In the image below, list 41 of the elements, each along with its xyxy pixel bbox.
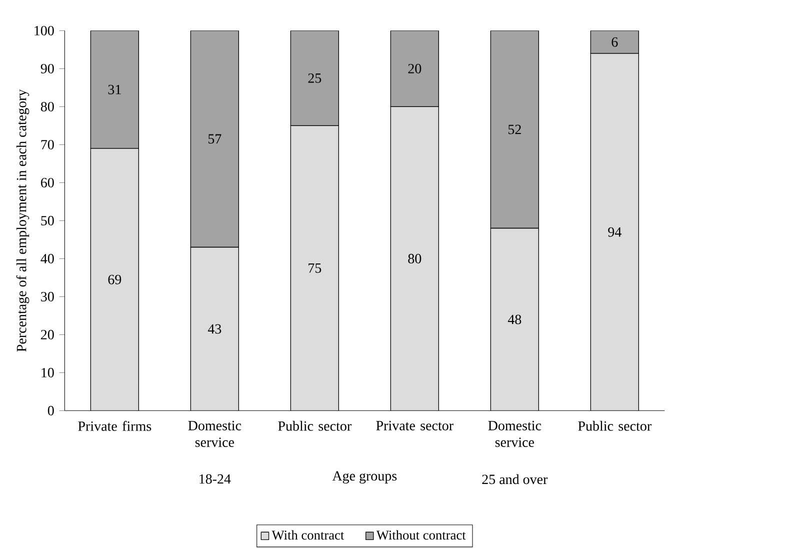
data-label: 25 (308, 73, 322, 83)
bar (590, 30, 640, 54)
text: 25 and over (482, 474, 548, 484)
bar (190, 30, 240, 248)
bar (90, 30, 140, 149)
bar (390, 30, 440, 107)
x-tick-label: Domestic service (488, 420, 542, 448)
y-tick-label: 60 (41, 178, 54, 188)
y-tick-label: 50 (41, 216, 54, 226)
y-tick-label: 100 (34, 26, 54, 36)
data-label: 43 (208, 324, 222, 334)
y-axis-title: Percentage of all employment in each category (16, 89, 30, 352)
data-label: 52 (508, 124, 521, 134)
x-axis-title: Age groups (332, 471, 397, 484)
x-tick-label: Public sector (278, 420, 352, 431)
y-tick-label: 10 (42, 368, 54, 378)
data-label: 57 (208, 134, 222, 144)
bar (490, 30, 540, 229)
y-tick-label: 90 (40, 64, 54, 74)
x-tick-label: Private sector (376, 420, 454, 430)
x-tick-label: Private firms (78, 420, 152, 431)
data-label: 6 (612, 37, 618, 47)
data-label: 20 (408, 64, 422, 74)
x-tick-label: Public sector (578, 420, 652, 431)
data-label: 75 (308, 264, 322, 273)
x-tick-label: Domestic service (188, 420, 242, 448)
text: 18-24 (200, 474, 231, 484)
data-label: 94 (608, 227, 622, 237)
y-tick-label: 40 (40, 254, 54, 264)
y-tick-label: 20 (41, 330, 54, 340)
y-tick-label: 0 (48, 406, 54, 416)
y-tick-label: 70 (41, 140, 54, 150)
y-tick-label: 30 (41, 292, 54, 302)
data-label: 31 (108, 84, 121, 94)
data-label: 48 (508, 314, 522, 324)
data-label: 69 (108, 274, 122, 284)
y-tick-label: 80 (40, 102, 54, 112)
legend-label: Without contract (376, 530, 466, 540)
bar (290, 30, 340, 126)
data-label: 80 (408, 254, 422, 264)
legend-label: With contract (272, 530, 344, 540)
